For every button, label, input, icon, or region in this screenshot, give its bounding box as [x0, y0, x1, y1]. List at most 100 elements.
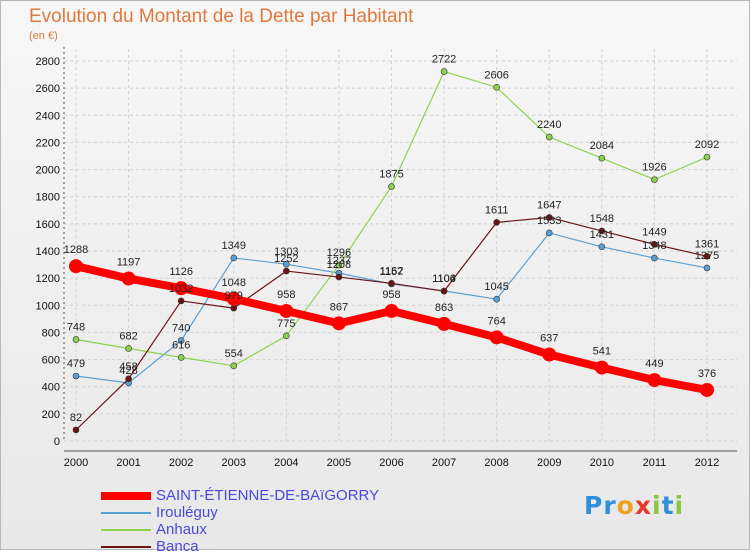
- x-tick-label: 2008: [484, 457, 508, 469]
- legend-label: Irouléguy: [156, 504, 218, 521]
- data-point-saint-etienne-de-baigorry: [542, 347, 557, 362]
- x-tick-label: 2006: [379, 457, 403, 469]
- data-label-banca: 458: [119, 361, 137, 373]
- data-point-irouleguy: [703, 264, 711, 272]
- proxiti-logo: Proxiti: [584, 491, 684, 520]
- data-point-saint-etienne-de-baigorry: [489, 330, 504, 345]
- data-label-irouleguy: 1106: [432, 273, 456, 285]
- y-tick-label: 2800: [36, 56, 60, 68]
- data-label-saint-etienne-de-baigorry: 449: [645, 358, 663, 370]
- y-tick-label: 200: [42, 409, 60, 421]
- legend-swatch: [101, 512, 151, 514]
- data-point-anhaux: [335, 261, 343, 269]
- data-label-anhaux: 1296: [327, 247, 351, 259]
- y-tick-label: 1000: [36, 300, 60, 312]
- data-point-saint-etienne-de-baigorry: [384, 303, 399, 318]
- x-tick-label: 2012: [695, 457, 719, 469]
- data-label-irouleguy: 1431: [590, 229, 614, 241]
- x-tick-label: 2002: [169, 457, 193, 469]
- axes: 0 200 400 600 800 1000 1200 1400 1600 1800 2000 220…: [36, 47, 737, 469]
- data-point-saint-etienne-de-baigorry: [174, 281, 189, 296]
- data-label-saint-etienne-de-baigorry: 1126: [169, 266, 193, 278]
- data-label-banca: 1647: [537, 199, 561, 211]
- data-label-banca: 1361: [695, 238, 719, 250]
- data-point-anhaux: [651, 176, 658, 183]
- data-label-banca: 1548: [590, 213, 614, 225]
- data-point-irouleguy: [493, 295, 500, 303]
- data-label-banca: 979: [225, 290, 243, 302]
- data-label-saint-etienne-de-baigorry: 376: [698, 368, 716, 380]
- data-point-saint-etienne-de-baigorry: [121, 271, 136, 286]
- legend-item: Banca: [101, 538, 421, 555]
- data-point-saint-etienne-de-baigorry: [69, 259, 83, 274]
- data-point-anhaux: [703, 153, 711, 161]
- chart-unit: (en €): [29, 30, 58, 42]
- logo-letter: P: [584, 491, 604, 520]
- data-label-anhaux: 2606: [484, 69, 508, 81]
- data-point-saint-etienne-de-baigorry: [647, 373, 662, 388]
- data-point-anhaux: [598, 154, 606, 162]
- data-point-banca: [388, 279, 395, 287]
- series-layer: [69, 68, 714, 434]
- data-point-banca: [230, 304, 238, 312]
- data-label-anhaux: 2722: [432, 54, 456, 66]
- x-tick-label: 2009: [537, 457, 561, 469]
- grid: [64, 49, 737, 442]
- chart-title: Evolution du Montant de la Dette par Hab…: [29, 6, 414, 27]
- logo-letter: i: [674, 491, 685, 520]
- data-label-irouleguy: 1349: [222, 240, 246, 252]
- data-label-saint-etienne-de-baigorry: 863: [435, 302, 453, 314]
- data-point-banca: [493, 219, 500, 226]
- data-point-anhaux: [177, 354, 185, 361]
- data-label-saint-etienne-de-baigorry: 958: [382, 289, 400, 301]
- x-tick-label: 2000: [64, 457, 88, 469]
- data-point-anhaux: [545, 133, 553, 141]
- data-point-banca: [440, 287, 448, 295]
- logo-letter: t: [661, 491, 675, 520]
- data-point-banca: [177, 297, 185, 305]
- legend-swatch: [101, 546, 151, 548]
- logo-letter: x: [634, 491, 652, 520]
- data-label-anhaux: 616: [172, 339, 190, 351]
- data-label-irouleguy: 1303: [274, 246, 298, 258]
- data-point-banca: [545, 214, 553, 221]
- data-label-saint-etienne-de-baigorry: 1048: [222, 277, 246, 289]
- data-point-banca: [651, 241, 658, 248]
- y-tick-label: 2400: [36, 110, 60, 122]
- data-point-anhaux: [230, 362, 238, 370]
- data-point-anhaux: [72, 336, 80, 343]
- data-point-banca: [598, 227, 606, 235]
- data-point-irouleguy: [651, 254, 658, 262]
- data-label-saint-etienne-de-baigorry: 1197: [117, 257, 141, 269]
- data-label-irouleguy: 479: [67, 358, 85, 370]
- data-label-irouleguy: 1237: [327, 255, 351, 267]
- y-tick-label: 1400: [36, 246, 60, 258]
- legend-item: Anhaux: [101, 521, 421, 538]
- data-label-saint-etienne-de-baigorry: 1288: [64, 244, 88, 256]
- data-label-anhaux: 775: [277, 318, 295, 330]
- data-label-banca: 1611: [485, 204, 509, 216]
- legend-item: Irouléguy: [101, 504, 421, 521]
- data-point-irouleguy: [177, 337, 185, 344]
- y-tick-label: 400: [42, 382, 60, 394]
- data-label-anhaux: 682: [119, 330, 137, 342]
- data-label-banca: 1208: [327, 259, 351, 271]
- data-point-anhaux: [283, 332, 290, 340]
- data-point-anhaux: [440, 68, 448, 75]
- data-label-saint-etienne-de-baigorry: 958: [277, 289, 295, 301]
- y-tick-label: 1800: [36, 192, 60, 204]
- logo-letter: o: [616, 491, 635, 520]
- data-point-irouleguy: [598, 243, 606, 251]
- y-tick-label: 2000: [36, 165, 60, 177]
- x-tick-label: 2011: [643, 457, 667, 469]
- data-label-anhaux: 2240: [537, 119, 561, 131]
- data-label-anhaux: 1926: [642, 162, 666, 174]
- data-point-saint-etienne-de-baigorry: [594, 360, 609, 375]
- data-label-irouleguy: 428: [119, 365, 137, 377]
- data-point-anhaux: [493, 84, 500, 91]
- data-label-anhaux: 2092: [695, 139, 719, 151]
- legend: SAINT-ÉTIENNE-DE-BAïGORRY Irouléguy Anhaux…: [101, 487, 421, 555]
- data-point-irouleguy: [72, 372, 80, 380]
- data-point-irouleguy: [230, 254, 238, 262]
